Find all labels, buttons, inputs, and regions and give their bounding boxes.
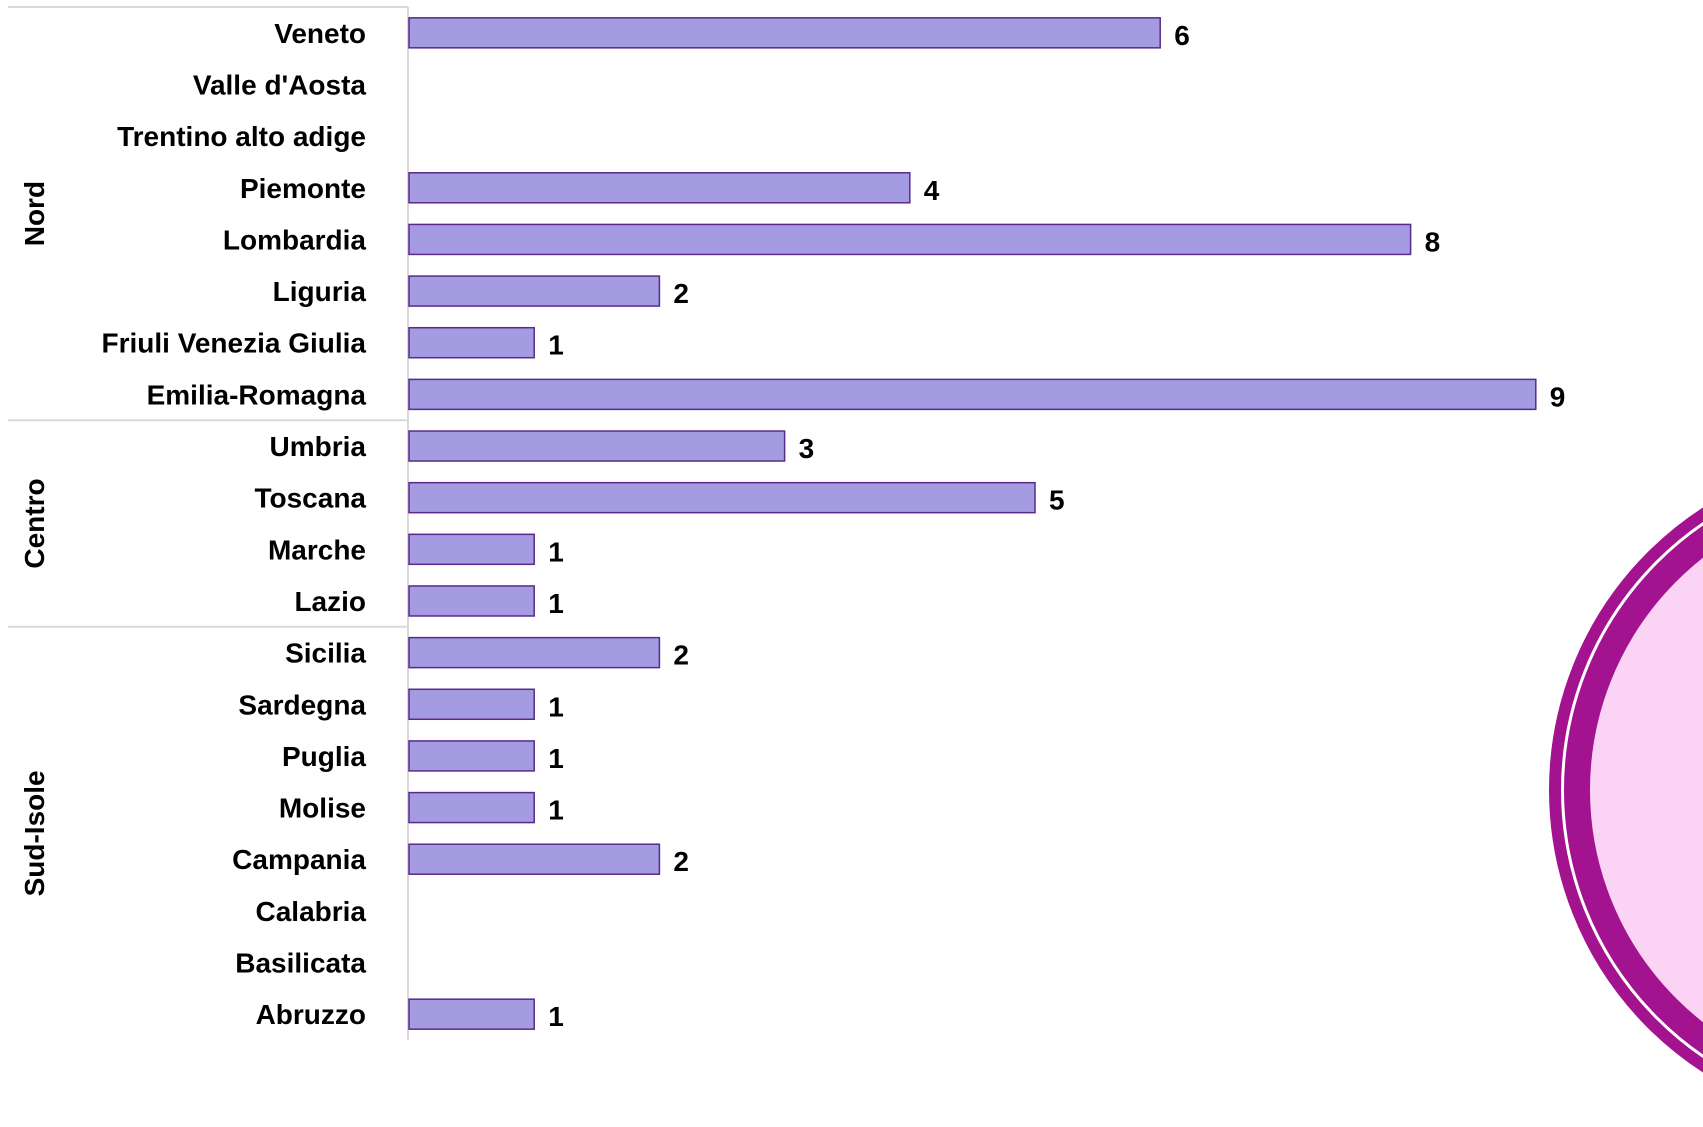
category-label-valle-d-aosta: Valle d'Aosta: [193, 69, 367, 100]
bar-lombardia: [408, 223, 1412, 256]
bar-abruzzo: [408, 998, 535, 1030]
bar-veneto: [408, 17, 1161, 49]
category-label-friuli-venezia-giulia: Friuli Venezia Giulia: [101, 328, 366, 359]
category-label-molise: Molise: [279, 793, 366, 824]
bar-puglia: [408, 740, 535, 772]
labels-layer: Veneto 6 Valle d'Aosta Trentino alto adige P…: [19, 18, 1565, 1032]
bar-marche: [408, 533, 535, 566]
bars-layer: [408, 17, 1537, 1030]
category-label-abruzzo: Abruzzo: [256, 999, 366, 1030]
value-label-toscana: 5: [1049, 485, 1065, 516]
bar-toscana: [408, 481, 1036, 514]
category-label-sicilia: Sicilia: [285, 638, 366, 669]
bar-umbria: [408, 430, 786, 462]
badge-decoration: [1549, 507, 1703, 1073]
group-label-nord: Nord: [19, 181, 50, 246]
category-label-trentino-alto-adige: Trentino alto adige: [117, 121, 366, 152]
category-label-veneto: Veneto: [274, 18, 366, 49]
bar-emilia-romagna: [408, 378, 1537, 411]
group-label-centro: Centro: [19, 478, 50, 568]
value-label-puglia: 1: [548, 743, 564, 774]
category-label-lombardia: Lombardia: [223, 224, 367, 255]
bar-molise: [408, 791, 535, 824]
category-label-umbria: Umbria: [270, 431, 367, 462]
category-label-piemonte: Piemonte: [240, 173, 366, 204]
category-label-calabria: Calabria: [256, 896, 367, 927]
value-label-piemonte: 4: [924, 175, 940, 206]
value-label-molise: 1: [548, 795, 564, 826]
group-label-sud-isole: Sud-Isole: [19, 770, 50, 896]
value-label-sardegna: 1: [548, 691, 564, 722]
category-label-basilicata: Basilicata: [235, 948, 366, 979]
value-label-sicilia: 2: [673, 640, 689, 671]
category-label-puglia: Puglia: [282, 741, 366, 772]
value-label-campania: 2: [673, 846, 689, 877]
value-label-umbria: 3: [799, 433, 815, 464]
category-label-campania: Campania: [232, 844, 366, 875]
category-label-emilia-romagna: Emilia-Romagna: [147, 379, 367, 410]
value-label-friuli-venezia-giulia: 1: [548, 330, 564, 361]
value-label-lombardia: 8: [1425, 226, 1441, 257]
category-label-marche: Marche: [268, 534, 366, 565]
bar-lazio: [408, 585, 535, 617]
bar-liguria: [408, 275, 661, 307]
value-label-veneto: 6: [1174, 20, 1190, 51]
value-label-marche: 1: [548, 536, 564, 567]
category-label-lazio: Lazio: [294, 586, 366, 617]
value-label-emilia-romagna: 9: [1550, 381, 1566, 412]
value-label-lazio: 1: [548, 588, 564, 619]
badge-inner-ring: [1564, 525, 1703, 1055]
category-label-sardegna: Sardegna: [238, 689, 366, 720]
bar-sardegna: [408, 688, 535, 721]
bar-piemonte: [408, 172, 911, 204]
bar-campania: [408, 843, 661, 875]
category-axis: [8, 6, 409, 1040]
badge-outer-ring: [1549, 507, 1703, 1073]
bar-sicilia: [408, 636, 661, 669]
category-label-liguria: Liguria: [273, 276, 367, 307]
bar-friuli-venezia-giulia: [408, 326, 535, 359]
value-label-abruzzo: 1: [548, 1001, 564, 1032]
value-label-liguria: 2: [673, 278, 689, 309]
category-label-toscana: Toscana: [254, 483, 366, 514]
